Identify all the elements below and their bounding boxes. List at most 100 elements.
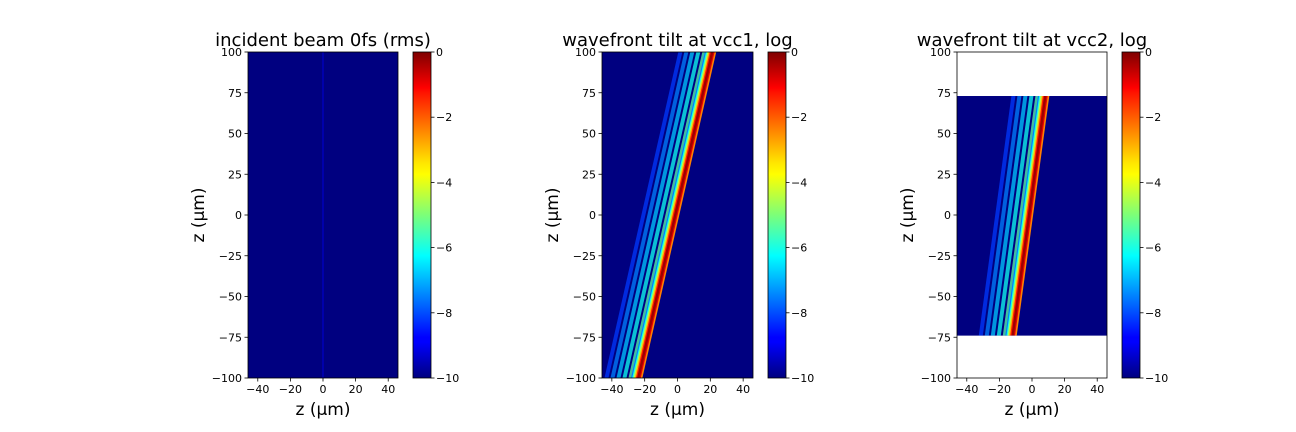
x-axis-label: z (μm) xyxy=(650,400,705,420)
x-tick-label: −40 xyxy=(955,383,978,396)
y-axis-label: z (μm) xyxy=(543,188,563,243)
beam-strip xyxy=(630,52,707,378)
x-tick-label: −40 xyxy=(246,383,269,396)
x-tick-label: 20 xyxy=(703,383,717,396)
colorbar-tick-label: −6 xyxy=(791,242,807,255)
colorbar xyxy=(768,52,786,378)
y-tick-label: −100 xyxy=(921,372,951,385)
colorbar-frame xyxy=(1121,51,1141,379)
y-tick-label: −25 xyxy=(928,250,951,263)
beam-fringe xyxy=(990,96,1028,336)
x-tick-label: −20 xyxy=(633,383,656,396)
y-tick-label: 0 xyxy=(944,209,951,222)
x-tick-label: 20 xyxy=(1058,383,1072,396)
beam-fringe xyxy=(996,96,1034,336)
beam-strip xyxy=(638,52,714,378)
beam-strip xyxy=(635,52,712,378)
y-tick-label: 50 xyxy=(937,128,951,141)
y-tick-label: 50 xyxy=(228,128,242,141)
chart-title: wavefront tilt at vcc1, log xyxy=(562,30,792,51)
beam-strip xyxy=(1012,96,1047,336)
colorbar-tick-label: −8 xyxy=(436,307,452,320)
y-tick-label: −75 xyxy=(573,331,596,344)
y-axis-label: z (μm) xyxy=(898,188,918,243)
y-tick-label: −50 xyxy=(573,291,596,304)
beam-fringe xyxy=(622,52,701,378)
y-tick-label: −25 xyxy=(573,250,596,263)
colorbar-tick-label: −2 xyxy=(791,111,807,124)
y-tick-label: −100 xyxy=(566,372,596,385)
colorbar-frame xyxy=(412,51,432,379)
beam-strip xyxy=(1008,96,1044,336)
beam-strip xyxy=(1006,96,1041,336)
y-tick-label: 75 xyxy=(228,87,242,100)
beam-strip xyxy=(1013,96,1049,336)
colorbar-tick-label: −10 xyxy=(436,372,459,385)
x-tick-label: −40 xyxy=(600,383,623,396)
y-tick-label: −50 xyxy=(219,291,242,304)
x-tick-label: 20 xyxy=(349,383,363,396)
heatmap-features xyxy=(604,52,717,378)
x-axis-label: z (μm) xyxy=(1005,400,1060,420)
y-tick-label: 100 xyxy=(221,46,242,59)
colorbar-tick-label: −8 xyxy=(791,307,807,320)
colorbar-tick-label: 0 xyxy=(791,46,798,59)
beam-strip xyxy=(632,52,708,378)
beam-strip xyxy=(634,52,711,378)
chart-title: wavefront tilt at vcc2, log xyxy=(917,30,1147,51)
x-tick-label: −20 xyxy=(279,383,302,396)
y-tick-label: 0 xyxy=(235,209,242,222)
colorbar-tick-label: −10 xyxy=(1145,372,1168,385)
beam-strip xyxy=(1010,96,1045,336)
y-tick-label: −100 xyxy=(212,372,242,385)
y-tick-label: 75 xyxy=(582,87,596,100)
beam-strip xyxy=(633,52,709,378)
beam-strip xyxy=(637,52,713,378)
y-tick-label: 25 xyxy=(937,168,951,181)
y-tick-label: 0 xyxy=(589,209,596,222)
beam-fringe xyxy=(616,52,695,378)
y-tick-label: 100 xyxy=(575,46,596,59)
y-tick-label: −75 xyxy=(928,331,951,344)
colorbar-tick-label: −4 xyxy=(791,176,807,189)
beam-fringe xyxy=(604,52,683,378)
colorbar-tick-label: −4 xyxy=(1145,176,1161,189)
x-tick-label: 0 xyxy=(320,383,327,396)
beam-fringe xyxy=(984,96,1022,336)
y-tick-label: 25 xyxy=(582,168,596,181)
x-tick-label: −20 xyxy=(988,383,1011,396)
x-tick-label: 40 xyxy=(381,383,395,396)
y-tick-label: −50 xyxy=(928,291,951,304)
y-tick-label: −25 xyxy=(219,250,242,263)
colorbar xyxy=(1122,52,1140,378)
x-tick-label: 40 xyxy=(1090,383,1104,396)
beam-strip xyxy=(1015,96,1050,336)
chart-title: incident beam 0fs (rms) xyxy=(215,30,431,51)
y-tick-label: 25 xyxy=(228,168,242,181)
y-tick-label: 100 xyxy=(930,46,951,59)
colorbar xyxy=(413,52,431,378)
colorbar-tick-label: 0 xyxy=(436,46,443,59)
colorbar-tick-label: −6 xyxy=(1145,242,1161,255)
x-tick-label: 0 xyxy=(1029,383,1036,396)
beam-strip xyxy=(640,52,717,378)
beam-fringe xyxy=(978,96,1016,336)
beam-strip xyxy=(1007,96,1042,336)
y-tick-label: 50 xyxy=(582,128,596,141)
colorbar-tick-label: −8 xyxy=(1145,307,1161,320)
colorbar-tick-label: −2 xyxy=(1145,111,1161,124)
x-tick-label: 0 xyxy=(674,383,681,396)
y-tick-label: 75 xyxy=(937,87,951,100)
colorbar-tick-label: −10 xyxy=(791,372,814,385)
y-axis-label: z (μm) xyxy=(189,188,209,243)
x-axis-label: z (μm) xyxy=(296,400,351,420)
beam-strip xyxy=(639,52,716,378)
beam-fringe xyxy=(610,52,689,378)
colorbar-tick-label: 0 xyxy=(1145,46,1152,59)
colorbar-tick-label: −6 xyxy=(436,242,452,255)
y-tick-label: −75 xyxy=(219,331,242,344)
x-tick-label: 40 xyxy=(736,383,750,396)
